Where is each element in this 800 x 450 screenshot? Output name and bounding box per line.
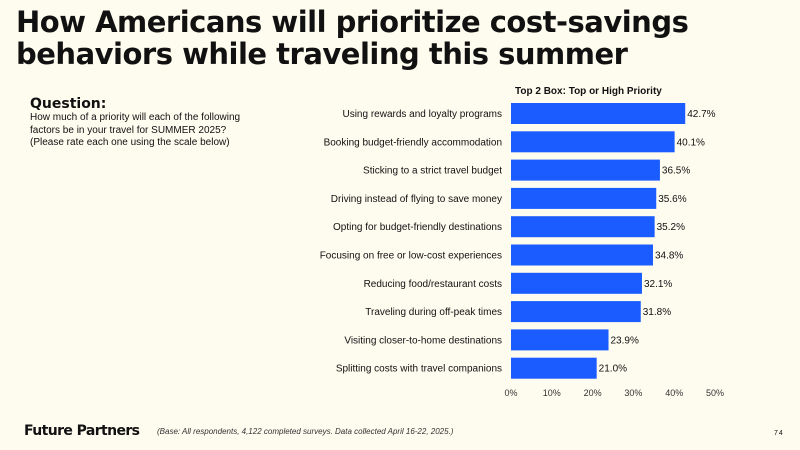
bar — [511, 216, 655, 238]
bar — [511, 103, 686, 124]
category-label: Traveling during off-peak times — [365, 307, 502, 318]
category-label: Using rewards and loyalty programs — [342, 109, 502, 120]
footer-note: (Base: All respondents, 4,122 completed … — [157, 427, 454, 436]
x-tick-label: 0% — [504, 388, 517, 398]
category-label: Opting for budget-friendly destinations — [333, 222, 502, 233]
x-tick-label: 40% — [665, 388, 683, 398]
bar — [511, 244, 653, 266]
data-label: 35.6% — [658, 194, 686, 205]
data-label: 23.9% — [611, 335, 639, 346]
data-label: 36.5% — [662, 166, 690, 177]
x-tick-label: 20% — [584, 388, 602, 398]
x-tick-label: 30% — [624, 388, 642, 398]
data-label: 31.8% — [643, 307, 671, 318]
bar — [511, 159, 660, 181]
x-tick-label: 10% — [543, 388, 561, 398]
bar — [511, 301, 641, 323]
category-label: Driving instead of flying to save money — [331, 194, 502, 205]
data-label: 21.0% — [599, 364, 627, 375]
category-label: Reducing food/restaurant costs — [364, 279, 502, 290]
category-label: Splitting costs with travel companions — [336, 364, 502, 375]
data-label: 32.1% — [644, 279, 672, 290]
category-label: Focusing on free or low-cost experiences — [320, 251, 502, 262]
company-logo: Future Partners — [24, 423, 140, 439]
question-heading: Question: — [30, 96, 107, 112]
bar — [511, 329, 609, 351]
chart-title: Top 2 Box: Top or High Priority — [515, 86, 662, 97]
category-label: Booking budget-friendly accommodation — [324, 137, 502, 148]
category-label: Sticking to a strict travel budget — [363, 166, 502, 177]
category-label: Visiting closer-to-home destinations — [344, 335, 502, 346]
page-number: 74 — [774, 430, 784, 437]
x-tick-label: 50% — [706, 388, 724, 398]
data-label: 35.2% — [657, 222, 685, 233]
data-label: 40.1% — [677, 137, 705, 148]
data-label: 42.7% — [687, 109, 715, 120]
bar — [511, 357, 597, 379]
bar — [511, 272, 642, 294]
data-label: 34.8% — [655, 251, 683, 262]
bar — [511, 131, 675, 153]
question-text: How much of a priority will each of the … — [30, 112, 241, 148]
page-title: How Americans will prioritize cost-savin… — [16, 5, 689, 71]
bar — [511, 187, 657, 209]
